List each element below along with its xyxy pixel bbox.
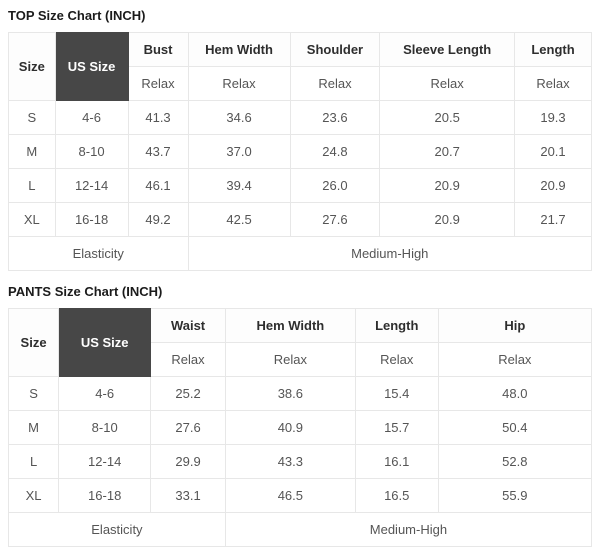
header-row-fit: Relax Relax Relax Relax [9,342,593,377]
elasticity-label-cell: Elasticity [8,236,189,271]
measurement-value-cell: 33.1 [150,478,226,513]
table-row: M 8-10 43.7 37.0 24.8 20.7 20.1 [8,134,592,169]
measurement-value-cell: 20.9 [379,168,516,203]
size-cell: XL [7,478,60,513]
col-header-measure: Length [514,32,592,67]
measurement-value-cell: 20.9 [514,168,592,203]
size-cell: XL [8,202,56,237]
top-size-chart-section: TOP Size Chart (INCH) Size US Size Bust Hem… [8,8,593,271]
col-header-measure: Sleeve Length [379,32,516,67]
footer-row: Elasticity Medium-High [8,512,593,547]
us-size-cell: 4-6 [58,376,152,411]
measurement-value-cell: 16.1 [354,444,439,479]
measurement-value-cell: 48.0 [437,376,593,411]
measurement-value-cell: 43.7 [127,134,189,169]
measurement-value-cell: 27.6 [289,202,381,237]
size-cell: M [7,410,60,445]
header-row-labels: Size US Size Waist Hem Width Length Hip [7,308,593,377]
pants-size-chart-table: Size US Size Waist Hem Width Length Hip Relax R… [7,308,593,547]
fit-relax-cell: Relax [187,66,291,101]
measurement-value-cell: 25.2 [150,376,226,411]
header-row-labels: Size US Size Bust Hem Width Shoulder Sleeve L… [8,32,592,101]
measurement-value-cell: 46.5 [224,478,356,513]
measurement-value-cell: 38.6 [224,376,356,411]
col-header-measure: Hip [437,308,593,343]
measurement-value-cell: 20.7 [379,134,516,169]
table-row: M 8-10 27.6 40.9 15.7 50.4 [7,410,593,445]
elasticity-value-cell: Medium-High [224,512,593,547]
fit-relax-cell: Relax [127,66,189,101]
col-header-us-size: US Size [58,308,152,377]
measurement-value-cell: 15.4 [354,376,439,411]
us-size-cell: 16-18 [58,478,152,513]
col-header-size: Size [7,308,60,377]
top-size-chart-title: TOP Size Chart (INCH) [8,8,146,23]
col-header-measure: Length [354,308,439,343]
measurement-value-cell: 19.3 [514,100,592,135]
col-header-measure: Hem Width [187,32,291,67]
col-header-measure: Shoulder [289,32,381,67]
col-header-us-size: US Size [54,32,129,101]
measurement-value-cell: 24.8 [289,134,381,169]
measurement-value-cell: 23.6 [289,100,381,135]
size-cell: L [7,444,60,479]
measurement-value-cell: 40.9 [224,410,356,445]
top-size-chart-table: Size US Size Bust Hem Width Shoulder Sleeve L… [8,32,593,271]
measurement-value-cell: 34.6 [187,100,291,135]
measurement-value-cell: 41.3 [127,100,189,135]
elasticity-label-cell: Elasticity [8,512,226,547]
measurement-value-cell: 50.4 [437,410,593,445]
us-size-cell: 16-18 [54,202,129,237]
measurement-value-cell: 52.8 [437,444,593,479]
measurement-value-cell: 37.0 [187,134,291,169]
col-header-size: Size [8,32,56,101]
fit-relax-cell: Relax [224,342,356,377]
measurement-value-cell: 27.6 [150,410,226,445]
measurement-value-cell: 42.5 [187,202,291,237]
size-cell: S [8,100,56,135]
fit-relax-cell: Relax [354,342,439,377]
us-size-cell: 8-10 [54,134,129,169]
fit-relax-cell: Relax [379,66,516,101]
measurement-value-cell: 49.2 [127,202,189,237]
table-row: L 12-14 46.1 39.4 26.0 20.9 20.9 [8,168,592,203]
fit-relax-cell: Relax [150,342,226,377]
measurement-value-cell: 20.5 [379,100,516,135]
col-header-measure: Waist [150,308,226,343]
us-size-cell: 12-14 [54,168,129,203]
size-cell: M [8,134,56,169]
pants-size-chart-section: PANTS Size Chart (INCH) Size US Size Waist… [7,284,593,547]
fit-relax-cell: Relax [289,66,381,101]
measurement-value-cell: 55.9 [437,478,593,513]
col-header-measure: Bust [127,32,189,67]
size-cell: S [7,376,60,411]
fit-relax-cell: Relax [514,66,592,101]
pants-size-chart-title: PANTS Size Chart (INCH) [8,284,163,299]
size-cell: L [8,168,56,203]
measurement-value-cell: 29.9 [150,444,226,479]
col-header-measure: Hem Width [224,308,356,343]
table-row: XL 16-18 49.2 42.5 27.6 20.9 21.7 [8,202,592,237]
measurement-value-cell: 43.3 [224,444,356,479]
header-row-fit: Relax Relax Relax Relax Relax [9,66,592,101]
measurement-value-cell: 26.0 [289,168,381,203]
footer-row: Elasticity Medium-High [8,236,593,271]
measurement-value-cell: 15.7 [354,410,439,445]
table-row: S 4-6 41.3 34.6 23.6 20.5 19.3 [8,100,592,135]
measurement-value-cell: 16.5 [354,478,439,513]
measurement-value-cell: 39.4 [187,168,291,203]
measurement-value-cell: 46.1 [127,168,189,203]
table-row: L 12-14 29.9 43.3 16.1 52.8 [7,444,593,479]
us-size-cell: 8-10 [58,410,152,445]
table-row: S 4-6 25.2 38.6 15.4 48.0 [7,376,593,411]
fit-relax-cell: Relax [437,342,593,377]
us-size-cell: 4-6 [54,100,129,135]
measurement-value-cell: 20.1 [514,134,592,169]
us-size-cell: 12-14 [58,444,152,479]
measurement-value-cell: 20.9 [379,202,516,237]
measurement-value-cell: 21.7 [514,202,592,237]
elasticity-value-cell: Medium-High [187,236,593,271]
table-row: XL 16-18 33.1 46.5 16.5 55.9 [7,478,593,513]
